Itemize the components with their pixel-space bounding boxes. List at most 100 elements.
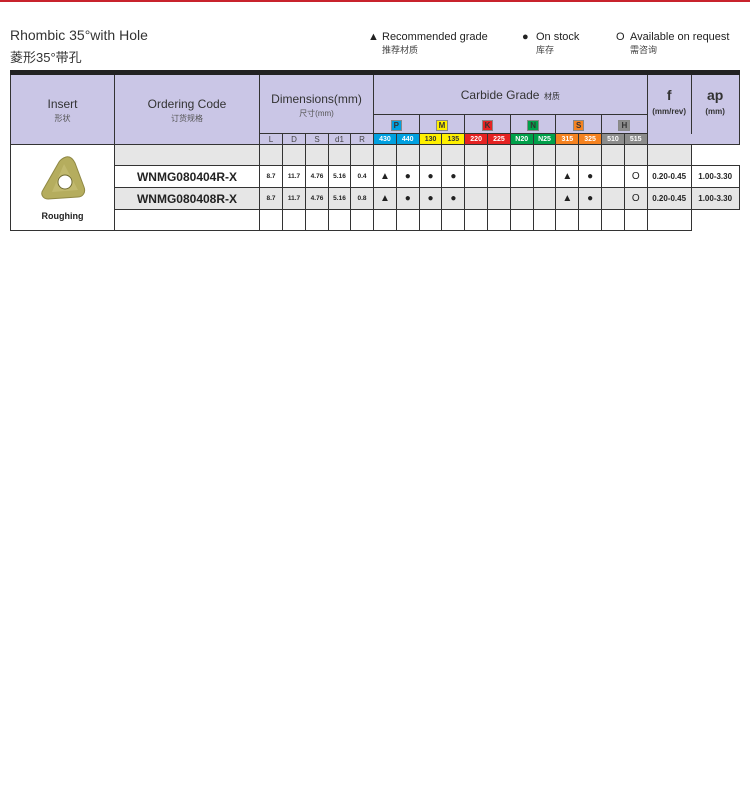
empty-cell xyxy=(418,144,443,166)
grade-col: N25 xyxy=(532,133,557,145)
legend-label-cn: 推荐材质 xyxy=(382,45,419,55)
empty-grade xyxy=(601,165,625,188)
circle-icon: O xyxy=(616,31,625,43)
grade-col: N20 xyxy=(509,133,534,145)
empty-cell xyxy=(464,144,489,166)
dim-value: 8.7 xyxy=(259,165,283,188)
empty-grade xyxy=(601,187,625,210)
grade-group-badge: P xyxy=(390,120,403,131)
grade-group-P: P xyxy=(373,114,420,134)
grade-col: 510 xyxy=(601,133,625,145)
dot-icon: ● xyxy=(522,31,529,43)
grade-group-badge: N xyxy=(527,120,540,131)
grade-col: 135 xyxy=(441,133,466,145)
header-ap: ap (mm) xyxy=(690,72,740,134)
empty-cell xyxy=(114,209,260,231)
triangle-icon: ▲ xyxy=(555,165,580,188)
triangle-icon: ▲ xyxy=(373,165,397,188)
grade-col: 225 xyxy=(487,133,511,145)
circle-icon: O xyxy=(623,165,648,188)
grade-col: 130 xyxy=(418,133,443,145)
dim-col-D: D xyxy=(282,133,306,145)
dim-value: 5.16 xyxy=(328,187,351,210)
feed-range: 0.20-0.45 xyxy=(646,165,692,188)
legend-label: Recommended grade xyxy=(382,31,488,43)
empty-cell xyxy=(349,209,375,231)
empty-cell xyxy=(464,209,489,231)
legend-label-cn: 库存 xyxy=(536,45,555,55)
dim-value: 11.7 xyxy=(282,165,306,188)
empty-cell xyxy=(395,209,420,231)
empty-grade xyxy=(509,165,534,188)
grade-group-badge: M xyxy=(435,120,449,131)
grade-group-badge: K xyxy=(481,120,494,131)
legend-item: O Available on request 需咨询 xyxy=(616,31,729,56)
empty-grade xyxy=(532,187,557,210)
table-row: WNMG080408R-X 8.7 11.7 4.76 5.16 0.8 ▲ ● ● ● ▲ ● O 0.… xyxy=(11,187,740,210)
grade-col: 440 xyxy=(395,133,420,145)
dim-value: 0.8 xyxy=(349,187,375,210)
empty-cell xyxy=(305,144,329,166)
empty-cell xyxy=(305,209,329,231)
header-dimensions: Dimensions(mm) 尺寸(mm) xyxy=(258,72,375,134)
empty-cell xyxy=(646,209,692,231)
insert-cell: Roughing xyxy=(10,144,115,231)
dot-icon: ● xyxy=(395,187,420,210)
dot-icon: ● xyxy=(418,187,443,210)
grade-group-badge: H xyxy=(618,120,631,131)
feed-range: 0.20-0.45 xyxy=(646,187,692,210)
dot-icon: ● xyxy=(395,165,420,188)
dim-value: 5.16 xyxy=(328,165,351,188)
legend-label: On stock xyxy=(536,31,580,43)
empty-cell xyxy=(373,144,397,166)
header-insert: Insert 形状 xyxy=(10,72,115,145)
dim-value: 4.76 xyxy=(305,165,329,188)
empty-cell xyxy=(532,144,557,166)
grade-col: 325 xyxy=(578,133,603,145)
dim-value: 11.7 xyxy=(282,187,306,210)
insert-label: Roughing xyxy=(41,211,84,221)
empty-grade xyxy=(487,165,511,188)
grade-group-N: N xyxy=(509,114,557,134)
grade-group-K: K xyxy=(464,114,511,134)
grade-group-S: S xyxy=(555,114,603,134)
dim-col-L: L xyxy=(259,133,283,145)
empty-grade xyxy=(464,165,489,188)
grade-col: 220 xyxy=(464,133,489,145)
grade-col: 515 xyxy=(623,133,648,145)
grade-col: 315 xyxy=(555,133,580,145)
ordering-code[interactable]: WNMG080408R-X xyxy=(114,187,260,210)
legend-item: ▲ Recommended grade 推荐材质 xyxy=(368,31,488,56)
empty-cell xyxy=(259,209,283,231)
empty-cell xyxy=(373,209,397,231)
empty-cell xyxy=(328,209,351,231)
empty-cell xyxy=(509,144,534,166)
header-f: f (mm/rev) xyxy=(646,72,692,134)
empty-cell xyxy=(623,209,648,231)
empty-grade xyxy=(509,187,534,210)
empty-cell xyxy=(349,144,375,166)
legend-item: ● On stock 库存 xyxy=(522,31,579,56)
dot-icon: ● xyxy=(441,187,466,210)
empty-cell xyxy=(601,144,625,166)
empty-cell xyxy=(555,144,580,166)
empty-cell xyxy=(487,144,511,166)
empty-cell xyxy=(395,144,420,166)
dim-col-d1: d1 xyxy=(328,133,351,145)
grade-group-H: H xyxy=(601,114,648,134)
legend-label: Available on request xyxy=(630,31,730,43)
empty-grade xyxy=(464,187,489,210)
empty-cell xyxy=(578,209,603,231)
empty-cell xyxy=(578,144,603,166)
dim-value: 0.4 xyxy=(349,165,375,188)
empty-cell xyxy=(418,209,443,231)
triangle-icon: ▲ xyxy=(555,187,580,210)
legend-label-cn: 需咨询 xyxy=(630,45,658,55)
dot-icon: ● xyxy=(578,165,603,188)
header-filler xyxy=(646,133,740,145)
empty-cell xyxy=(509,209,534,231)
empty-cell xyxy=(623,144,648,166)
ordering-code[interactable]: WNMG080404R-X xyxy=(114,165,260,188)
empty-grade xyxy=(487,187,511,210)
empty-cell xyxy=(328,144,351,166)
